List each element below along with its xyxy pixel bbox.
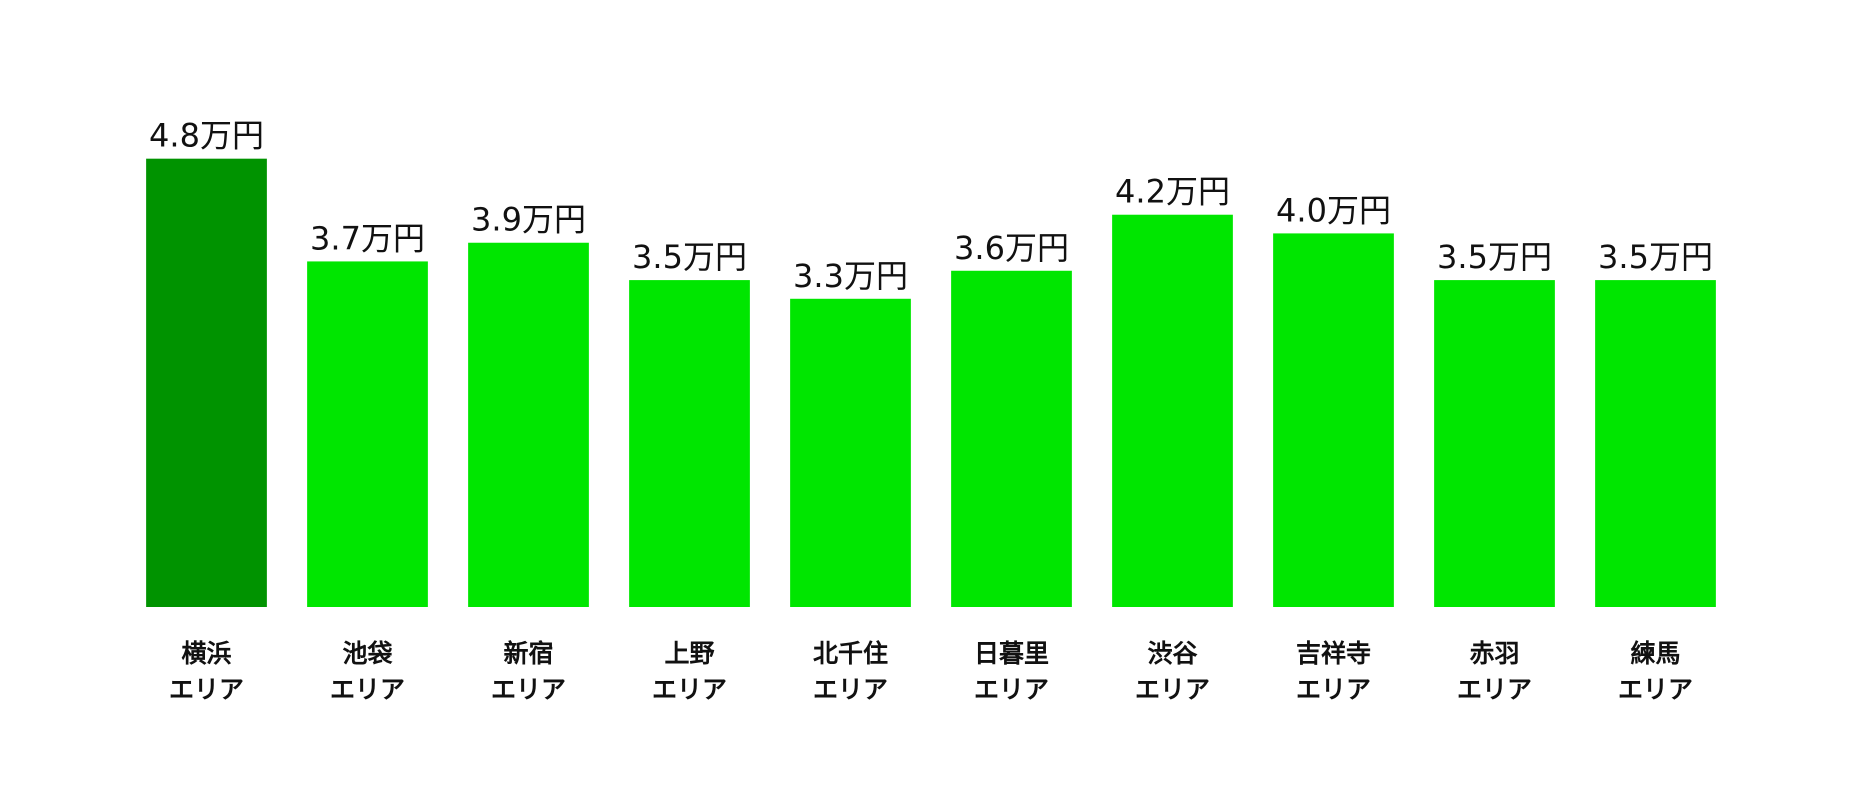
bar <box>307 261 428 607</box>
x-tick-label: 北千住 エリア <box>812 639 888 704</box>
bar <box>146 158 267 607</box>
value-label: 3.6万円 <box>954 229 1069 267</box>
x-tick-label: 練馬 エリア <box>1617 639 1693 704</box>
bar <box>1273 233 1394 607</box>
value-label: 3.3万円 <box>793 257 908 295</box>
x-tick-label: 池袋 エリア <box>329 639 405 704</box>
value-label: 3.7万円 <box>310 219 425 257</box>
x-tick-label: 日暮里 エリア <box>973 639 1049 704</box>
value-label: 3.5万円 <box>632 238 747 276</box>
x-tick-label: 吉祥寺 エリア <box>1295 639 1371 704</box>
value-label: 3.9万円 <box>471 201 586 239</box>
value-label: 3.5万円 <box>1437 238 1552 276</box>
x-tick-label: 赤羽 エリア <box>1456 639 1532 704</box>
value-label: 4.8万円 <box>149 117 264 155</box>
value-label: 3.5万円 <box>1598 238 1713 276</box>
bar <box>1112 214 1233 607</box>
bar <box>629 280 750 607</box>
bar <box>951 270 1072 607</box>
bar <box>1595 280 1716 607</box>
x-tick-label: 横浜 エリア <box>168 639 244 704</box>
x-tick-label: 新宿 エリア <box>490 639 566 704</box>
bar <box>468 242 589 608</box>
bar <box>1434 280 1555 607</box>
x-tick-label: 渋谷 エリア <box>1134 639 1210 704</box>
value-label: 4.2万円 <box>1115 173 1230 211</box>
x-tick-label: 上野 エリア <box>651 639 727 704</box>
value-label: 4.0万円 <box>1276 191 1391 229</box>
bar <box>790 298 911 607</box>
